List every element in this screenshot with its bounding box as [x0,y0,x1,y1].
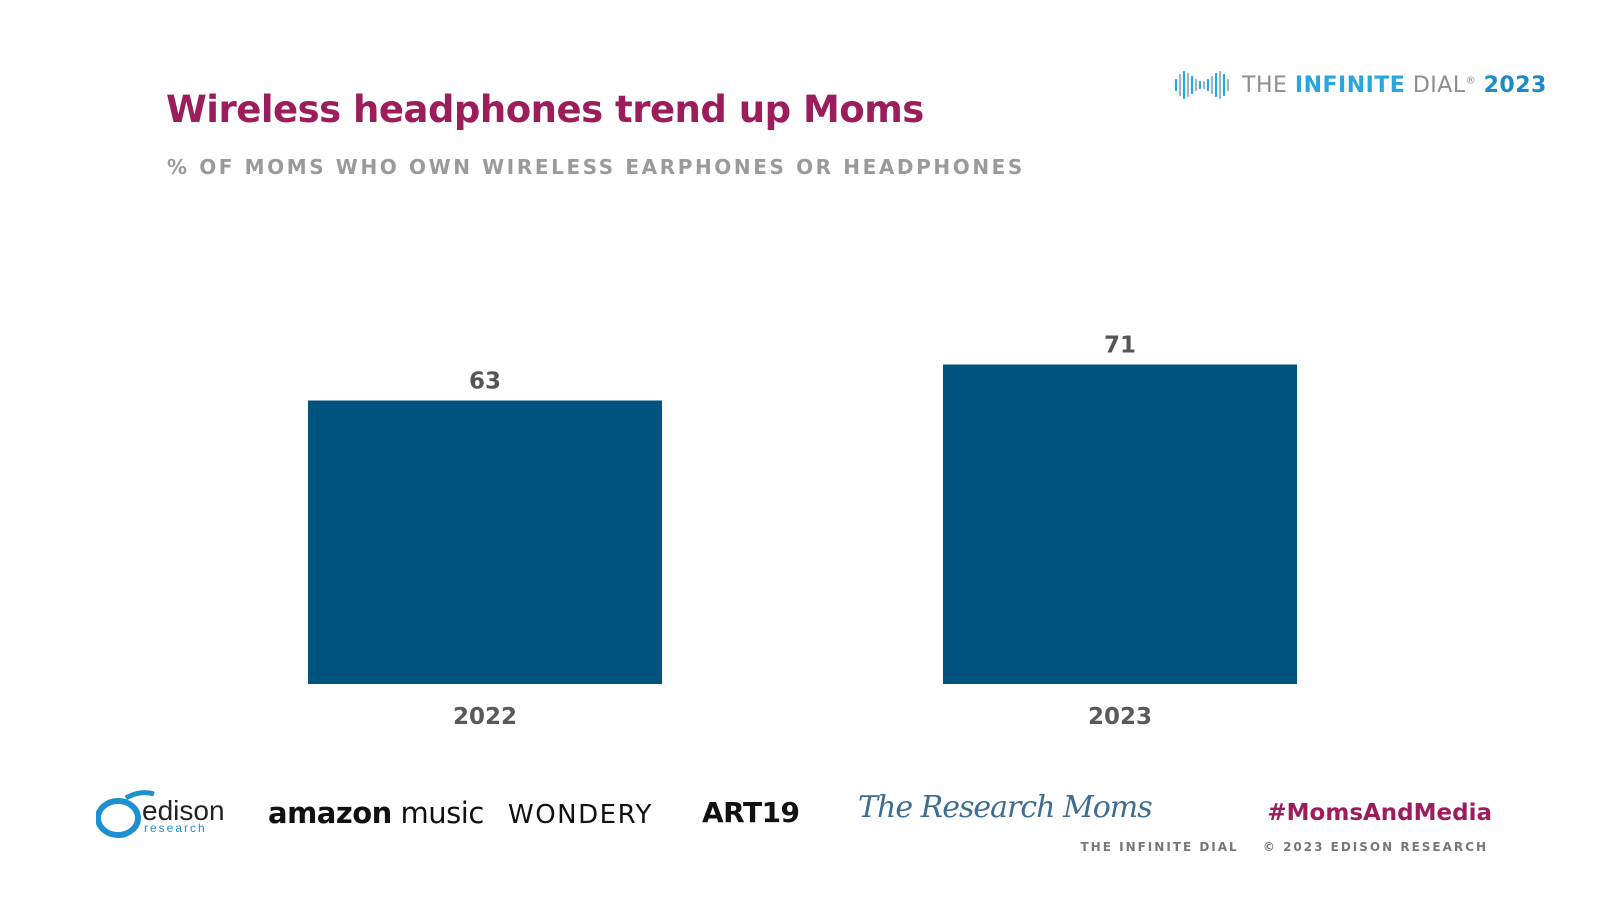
category-label-2023: 2023 [1088,704,1152,730]
music-wordmark: music [400,796,485,830]
infinite-dial-brand: THE INFINITE DIAL® 2023 [1172,68,1547,102]
brand-year: 2023 [1483,72,1547,98]
edison-subtext: research [144,821,207,835]
brand-infinite: INFINITE [1294,72,1406,98]
amazon-music-logo: amazon music [268,796,484,830]
value-label-2022: 63 [469,369,501,395]
bar-chart: 63 2022 71 2023 [308,333,1297,730]
art19-logo: ART19 [702,796,800,829]
amazon-wordmark: amazon [268,796,392,830]
footer-left: THE INFINITE DIAL [1080,840,1239,854]
page-title: Wireless headphones trend up Moms [166,88,924,131]
category-label-2022: 2022 [453,704,517,730]
value-label-2023: 71 [1104,333,1136,359]
hashtag: #MomsAndMedia [1267,800,1492,826]
footer-credit: THE INFINITE DIAL © 2023 EDISON RESEARCH [1081,840,1489,854]
footer-copyright: © 2023 EDISON RESEARCH [1262,840,1488,854]
research-moms-logo: The Research Moms [858,790,1153,825]
brand-dial: DIAL [1412,72,1466,98]
brand-the: THE [1242,72,1288,98]
wondery-logo: WONDERY [508,800,653,830]
brand-registered: ® [1465,75,1477,87]
edison-research-logo: edison research [95,788,236,850]
chart-subtitle: % OF MOMS WHO OWN WIRELESS EARPHONES OR … [167,155,1025,179]
bar-2023 [943,364,1297,684]
edison-wordmark: edison [142,795,225,826]
bar-2022 [308,400,662,684]
infinity-wave-icon [1174,70,1230,100]
